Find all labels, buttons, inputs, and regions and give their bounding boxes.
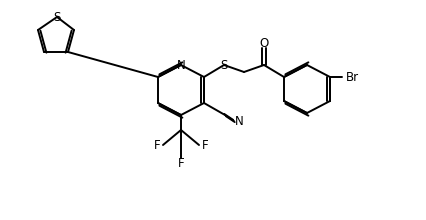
Text: O: O [259, 37, 269, 50]
Text: F: F [178, 156, 184, 169]
Text: N: N [177, 59, 185, 72]
Text: Br: Br [345, 70, 359, 84]
Text: S: S [220, 59, 227, 72]
Text: N: N [235, 114, 243, 128]
Text: F: F [154, 139, 160, 152]
Text: S: S [53, 11, 60, 24]
Text: F: F [201, 139, 208, 152]
